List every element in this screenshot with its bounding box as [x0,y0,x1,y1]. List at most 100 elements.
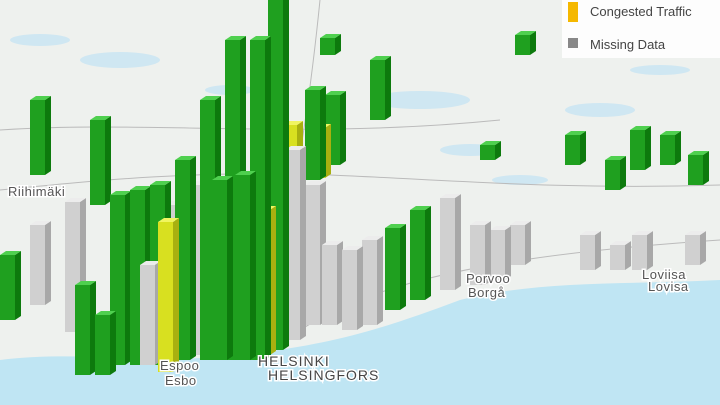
column-side [337,241,343,325]
column-top [362,236,383,240]
column-side [647,231,653,270]
column-side [645,126,651,170]
column-front [320,38,335,55]
column-side [190,156,196,360]
place-label: Borgå [468,285,505,300]
column-side [250,171,256,360]
lakes [10,34,690,185]
column-side [625,241,631,270]
column-front [322,245,337,325]
column-front [90,120,105,205]
column-top [150,181,171,185]
column-front [632,235,647,270]
column-side [495,141,501,160]
column-top [158,218,179,222]
column-front [370,60,385,120]
column-front [385,228,400,310]
column-top [660,131,681,135]
column-side [455,194,461,290]
traffic-columns [0,0,709,375]
column-side [90,281,96,375]
column-top [565,131,586,135]
column-top [385,224,406,228]
column-front [30,225,45,305]
column-front [480,145,495,160]
column-top [632,231,653,235]
column-side [425,206,431,300]
column-front [605,160,620,190]
column-front [688,155,703,185]
column-side [110,311,116,375]
legend-background [562,0,720,58]
legend-label: Missing Data [590,37,666,52]
column-side [385,56,391,120]
place-label: Espoo [160,358,199,373]
column-top [285,146,306,150]
column-top [110,191,131,195]
column-front [510,225,525,265]
column-top [90,116,111,120]
column-front [158,222,173,372]
column-top [688,151,709,155]
place-label: HELSINGFORS [268,367,379,383]
column-top [30,96,51,100]
column-top [305,181,326,185]
legend-swatch [568,38,578,48]
column-top [515,31,536,35]
column-side [173,218,179,372]
column-side [105,116,111,205]
legend-label: Congested Traffic [590,4,692,19]
column-side [400,224,406,310]
column-side [283,0,289,350]
column-front [75,285,90,375]
place-label: Loviisa [642,267,686,282]
column-top [250,36,271,40]
column-front [95,315,110,375]
column-side [700,231,706,265]
column-front [515,35,530,55]
column-top [212,176,233,180]
column-front [660,135,675,165]
column-front [200,100,215,360]
column-front [565,135,580,165]
column-top [490,226,511,230]
column-front [580,235,595,270]
column-top [140,261,161,265]
column-side [485,221,491,285]
column-top [322,241,343,245]
column-side [270,206,276,355]
column-side [703,151,709,185]
place-label: HELSINKI [258,353,330,369]
column-top [410,206,431,210]
column-top [470,221,491,225]
column-side [125,191,131,365]
column-top [370,56,391,60]
column-top [342,246,363,250]
column-side [340,91,346,165]
column-top [175,156,196,160]
column-front [470,225,485,285]
column-side [525,221,531,265]
column-side [357,246,363,330]
column-side [595,231,601,270]
column-top [65,198,86,202]
column-top [75,281,96,285]
column-top [440,194,461,198]
column-top [0,251,21,255]
place-label: Porvoo [466,271,510,286]
place-label: Esbo [165,373,197,388]
column-top [225,36,246,40]
column-top [95,311,116,315]
column-side [227,176,233,360]
column-side [45,96,51,175]
column-top [30,221,51,225]
column-front [685,235,700,265]
column-front [362,240,377,325]
column-side [45,221,51,305]
column-top [235,171,256,175]
column-top [325,91,346,95]
column-top [305,86,326,90]
column-front [140,265,155,365]
column-top [320,34,341,38]
